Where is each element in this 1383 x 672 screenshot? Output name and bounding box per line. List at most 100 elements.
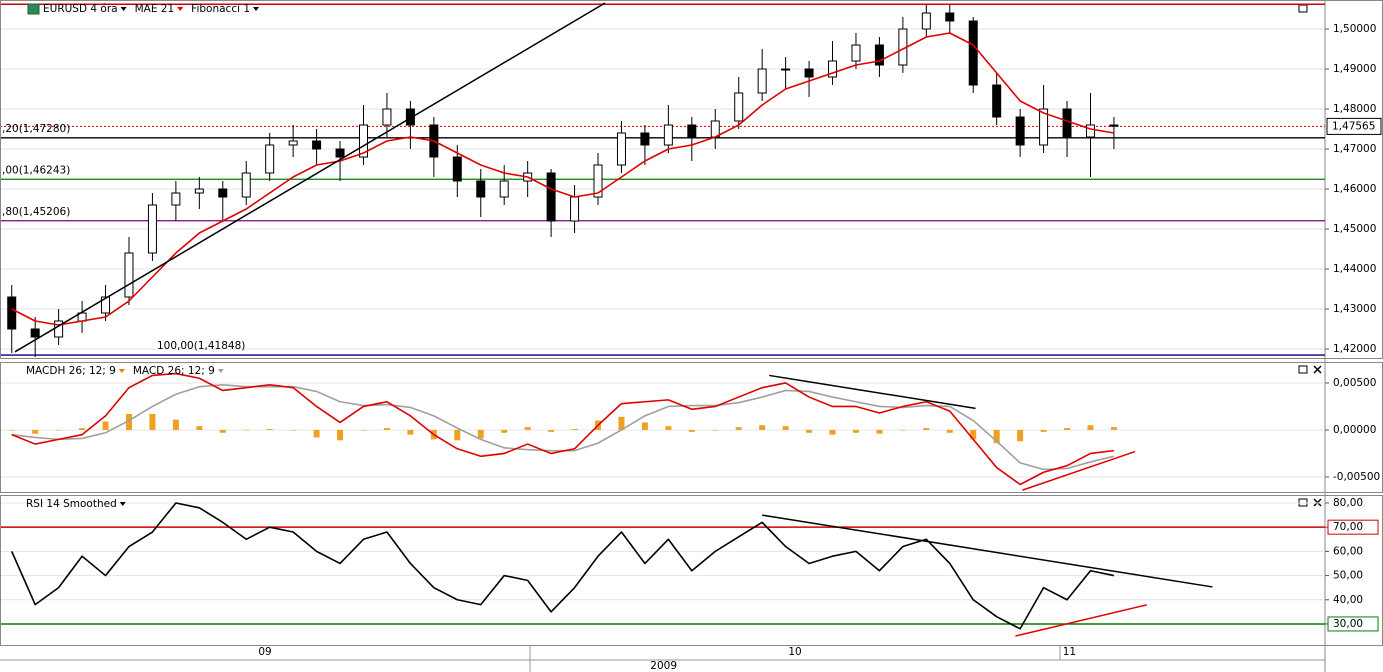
candle-body: [1015, 116, 1025, 146]
histogram-bar: [712, 429, 719, 431]
candle-body: [476, 180, 486, 198]
trend-line: [769, 374, 976, 410]
candle-body: [921, 12, 931, 30]
histogram-bar: [1017, 429, 1024, 442]
trend-line: [1022, 450, 1136, 491]
legend-entry: MAE 21: [135, 3, 175, 15]
candle-body: [757, 68, 767, 94]
legend-entry: Fibonacci 1: [191, 3, 250, 15]
histogram-bar: [219, 429, 226, 433]
candle-body: [358, 124, 368, 158]
x-year-label: 2009: [650, 660, 677, 672]
series-line: [11, 372, 1115, 486]
histogram-bar: [829, 429, 836, 435]
y-tick-label: -0,00500: [1333, 471, 1380, 483]
dropdown-arrow: [217, 369, 224, 373]
candle-body: [101, 296, 111, 314]
chart-title: EURUSD 4 óra: [43, 3, 118, 15]
x-tick-label: 09: [258, 646, 271, 658]
candle-body: [734, 92, 744, 122]
panel: [0, 502, 1325, 637]
histogram-bar: [266, 429, 273, 430]
panel: [0, 372, 1325, 491]
candle-body: [312, 140, 322, 150]
candle-body: [593, 164, 603, 198]
series-line: [10, 502, 1115, 630]
y-tick-label: 1,47000: [1333, 143, 1376, 155]
candle-body: [54, 320, 64, 338]
candle-body: [265, 144, 275, 174]
symbol-icon: [27, 3, 40, 15]
histogram-bar: [1040, 429, 1047, 432]
dropdown-arrow: [120, 7, 127, 11]
y-tick-label: 80,00: [1333, 497, 1363, 509]
level-label-box: [1327, 519, 1379, 535]
histogram-bar: [923, 428, 930, 430]
histogram-bar: [946, 429, 953, 433]
current-price-box: [1326, 117, 1382, 135]
histogram-bar: [360, 429, 367, 431]
candle-body: [382, 108, 392, 126]
fibonacci-label: 100,00(1,41848): [157, 340, 245, 352]
candle-body: [335, 148, 345, 158]
candle-body: [241, 172, 251, 198]
histogram-bar: [1110, 427, 1117, 430]
histogram-bar: [782, 426, 789, 430]
y-tick-label: 1,45000: [1333, 223, 1376, 235]
histogram-bar: [243, 429, 250, 431]
histogram-bar: [383, 428, 390, 430]
histogram-bar: [407, 429, 414, 435]
histogram-bar: [548, 429, 555, 432]
y-tick-label: 0,00000: [1333, 424, 1376, 436]
maximize-button[interactable]: [1298, 4, 1308, 13]
legend-entry: RSI 14 Smoothed: [26, 498, 117, 510]
current-price-label: 1,47565: [1332, 120, 1375, 132]
y-tick-label: 1,42000: [1333, 343, 1376, 355]
y-tick-label: 0,00500: [1333, 377, 1376, 389]
histogram-bar: [618, 416, 625, 430]
histogram-bar: [125, 413, 132, 430]
candle-body: [452, 156, 462, 182]
histogram-bar: [806, 429, 813, 433]
level-label-box: [1327, 616, 1379, 632]
histogram-bar: [501, 429, 508, 433]
fibonacci-label: ,00(1,46243): [2, 164, 70, 176]
x-tick-label: 10: [788, 646, 801, 658]
y-tick-label: 1,50000: [1333, 23, 1376, 35]
histogram-bar: [337, 429, 344, 441]
candle-body: [992, 84, 1002, 118]
histogram-bar: [32, 429, 39, 434]
histogram-bar: [290, 429, 297, 431]
candle-body: [710, 120, 720, 138]
histogram-bar: [1087, 425, 1094, 430]
histogram-bar: [993, 429, 1000, 444]
fibonacci-label: ,20(1,47280): [2, 123, 70, 135]
histogram-bar: [571, 429, 578, 430]
y-tick-label: 1,46000: [1333, 183, 1376, 195]
y-tick-label: 50,00: [1333, 570, 1363, 582]
histogram-bar: [852, 429, 859, 433]
y-tick-label: 60,00: [1333, 545, 1363, 557]
maximize-button[interactable]: [1298, 365, 1308, 374]
histogram-bar: [454, 429, 461, 441]
series-line: [11, 32, 1115, 326]
y-tick-label: 40,00: [1333, 594, 1363, 606]
histogram-bar: [688, 429, 695, 432]
histogram-bar: [735, 427, 742, 430]
histogram-bar: [876, 429, 883, 434]
candle-body: [1039, 108, 1049, 146]
close-button[interactable]: [1313, 365, 1322, 374]
histogram-bar: [524, 427, 531, 430]
histogram-bar: [149, 413, 156, 430]
candle-body: [687, 124, 697, 138]
candle-body: [1085, 124, 1095, 138]
candle-body: [663, 124, 673, 146]
trend-line: [14, 2, 606, 353]
candle-body: [616, 132, 626, 166]
candle-body: [147, 204, 157, 254]
histogram-bar: [477, 429, 484, 439]
candle-body: [570, 196, 580, 222]
dropdown-arrow: [253, 7, 260, 11]
legend-entry: MACDH 26; 12; 9: [26, 365, 116, 377]
